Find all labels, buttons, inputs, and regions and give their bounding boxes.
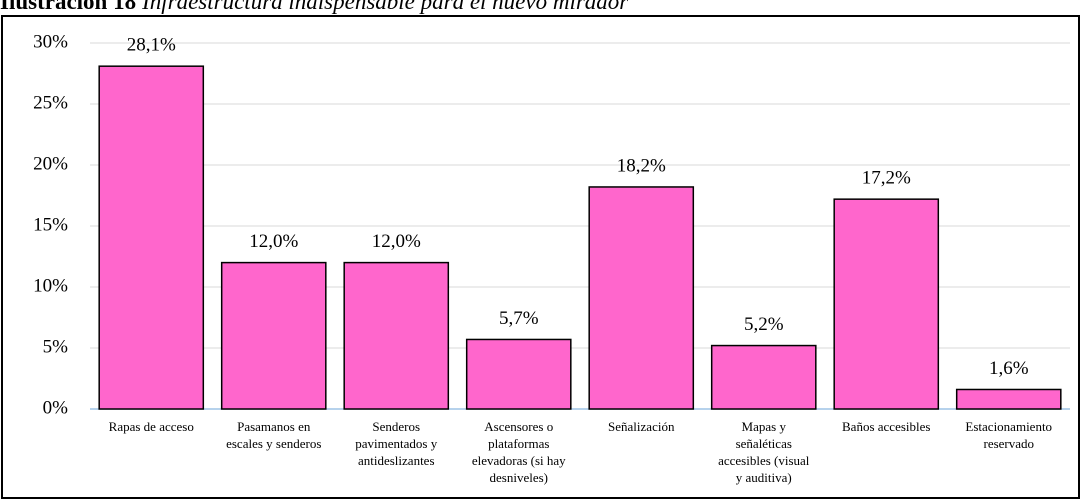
x-tick-label: Pasamanos en escales y senderos (226, 419, 321, 451)
x-tick-label: Senderos pavimentados y antideslizantes (355, 419, 437, 468)
y-tick-label: 0% (43, 397, 69, 418)
value-label: 17,2% (862, 168, 911, 189)
x-tick-label: Estacionamiento reservado (965, 419, 1052, 451)
value-label: 18,2% (617, 155, 666, 176)
x-tick-line: Ascensores o (484, 419, 553, 434)
y-tick-label: 5% (43, 336, 69, 357)
y-tick-label: 30% (33, 31, 68, 52)
x-tick-label: Rapas de acceso (109, 419, 194, 434)
x-tick-label: Ascensores o plataformas elevadoras (si ha… (472, 419, 566, 485)
x-tick-line: señaléticas (736, 436, 792, 451)
x-tick-line: elevadoras (si hay (472, 453, 566, 468)
x-tick-line: Rapas de acceso (109, 419, 194, 434)
y-tick-label: 20% (33, 153, 68, 174)
x-tick-label: Baños accesibles (842, 419, 930, 434)
bar (220, 261, 327, 410)
bar (710, 344, 817, 410)
value-label: 12,0% (372, 231, 421, 252)
x-tick-line: Senderos (372, 419, 420, 434)
value-label: 28,1% (127, 35, 176, 56)
bar (343, 261, 450, 410)
x-tick-line: reservado (983, 436, 1034, 451)
bar (465, 338, 572, 410)
x-tick-line: escales y senderos (226, 436, 321, 451)
value-label: 12,0% (249, 231, 298, 252)
bar (833, 198, 940, 410)
y-tick-label: 10% (33, 275, 68, 296)
title-label: Ilustración 18 (0, 0, 136, 14)
x-tick-line: desniveles) (490, 470, 548, 485)
bar (98, 65, 205, 410)
frame (1, 15, 1080, 499)
x-tick-line: Baños accesibles (842, 419, 930, 434)
x-tick-line: antideslizantes (358, 453, 435, 468)
value-label: 1,6% (989, 358, 1029, 379)
value-label: 5,7% (499, 308, 539, 329)
x-tick-line: pavimentados y (355, 436, 437, 451)
x-tick-line: Señalización (608, 419, 675, 434)
x-tick-line: y auditiva) (736, 470, 792, 485)
value-label: 5,2% (744, 314, 784, 335)
x-tick-label: Mapas y señaléticas accesibles (visual y au… (718, 419, 810, 485)
y-tick-label: 15% (33, 214, 68, 235)
x-tick-line: Pasamanos en (237, 419, 311, 434)
title-text: Infraestructura indispensable para el nu… (141, 0, 629, 14)
x-tick-label: Señalización (608, 419, 675, 434)
x-tick-line: plataformas (488, 436, 549, 451)
bar (955, 388, 1062, 410)
y-tick-label: 25% (33, 92, 68, 113)
chart-title: Ilustración 18 Infraestructura indispensa… (0, 0, 629, 14)
x-tick-line: Mapas y (742, 419, 787, 434)
x-tick-line: Estacionamiento (965, 419, 1052, 434)
x-tick-line: accesibles (visual (718, 453, 810, 468)
bar (588, 186, 695, 410)
